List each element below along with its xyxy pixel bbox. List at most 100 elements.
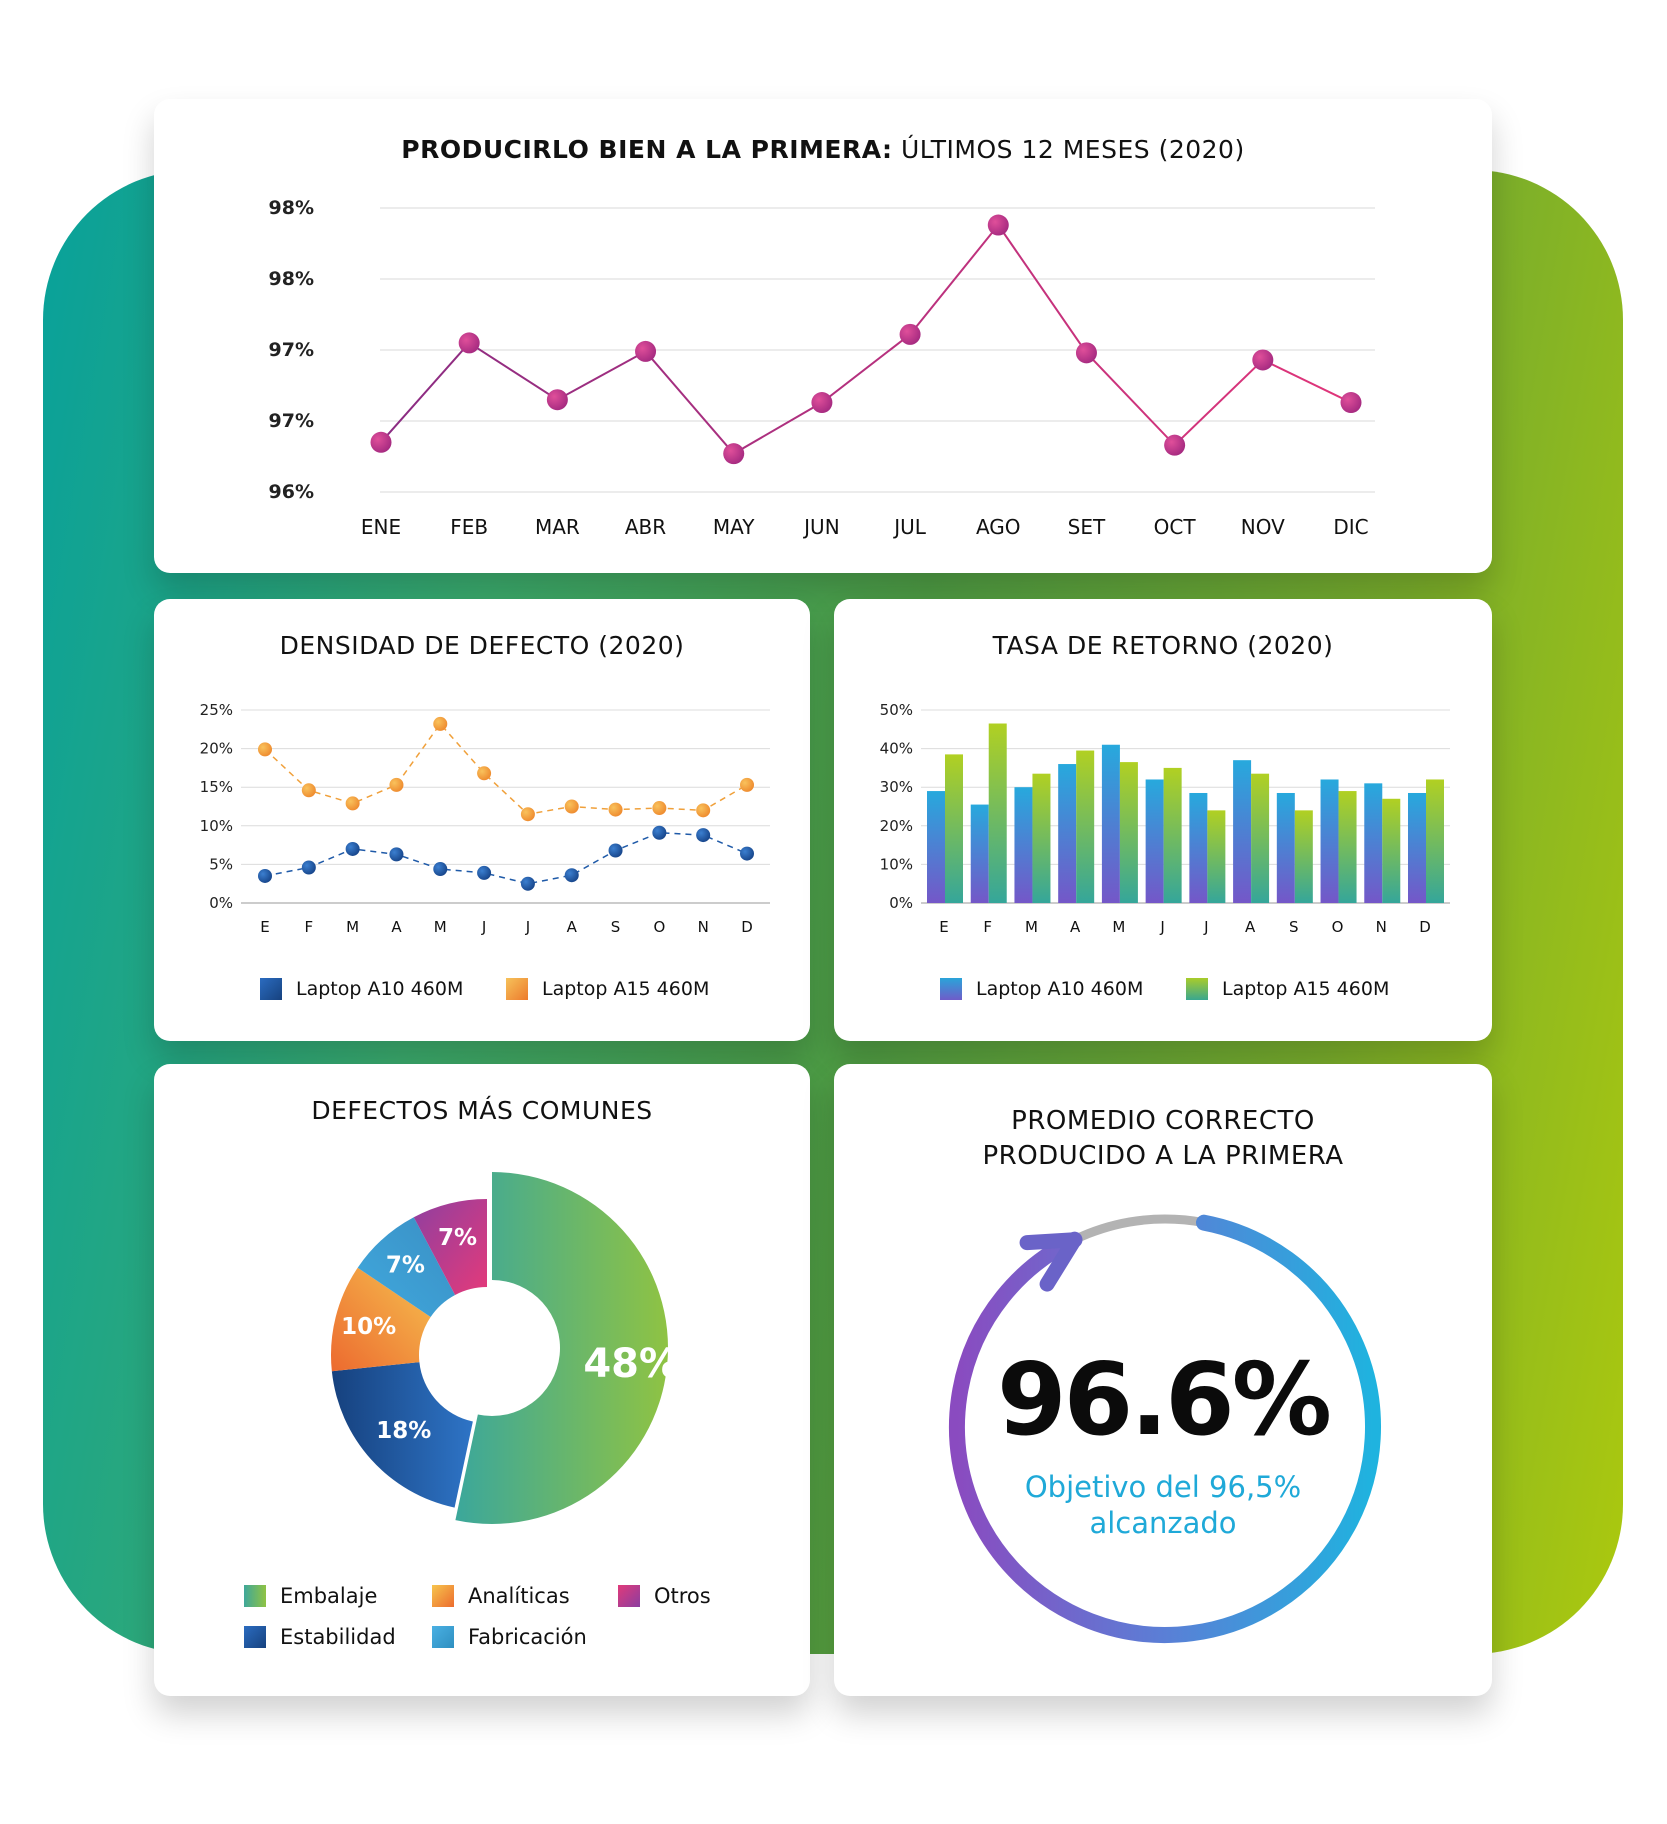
slice-estabilidad	[331, 1362, 473, 1508]
series-a10-point	[433, 862, 448, 877]
data-point	[546, 389, 568, 411]
bar-a15	[1076, 750, 1095, 903]
legend-swatch-embalaje	[244, 1585, 266, 1607]
data-point	[1075, 342, 1097, 364]
gauge-arrowhead	[1019, 1232, 1083, 1292]
legend-analiticas: Analíticas	[432, 1584, 570, 1608]
bar-a15	[1251, 773, 1270, 903]
x-tick-label: ENE	[361, 515, 401, 539]
bar-a10	[927, 791, 945, 903]
data-point	[899, 323, 921, 345]
gauge-progress	[949, 1214, 1381, 1643]
series-a10-point	[477, 865, 492, 880]
common-defects-donut: 48% 18% 10% 7% 7%	[331, 1172, 679, 1524]
x-tick-label: O	[1332, 918, 1344, 936]
data-point	[1340, 392, 1362, 414]
y-tick-label: 96%	[269, 481, 314, 503]
common-defects-title: DEFECTOS MÁS COMUNES	[311, 1096, 653, 1125]
legend-embalaje: Embalaje	[244, 1584, 377, 1608]
series-a10-line	[264, 831, 748, 885]
series-a15-point	[740, 777, 754, 792]
y-tick-label: 30%	[880, 778, 913, 796]
series-a10-point	[564, 868, 579, 883]
series-line	[380, 223, 1352, 455]
defect-density-card: DENSIDAD DE DEFECTO (2020) 0% 5% 10% 15% 20%…	[154, 599, 810, 1041]
bar-a15	[988, 723, 1007, 903]
series-a15-point	[520, 807, 535, 822]
series-a15-point	[301, 783, 316, 798]
data-point	[1164, 434, 1186, 456]
series-a10-point	[740, 846, 754, 861]
x-tick-label: O	[653, 918, 665, 936]
y-tick-label: 98%	[269, 268, 314, 290]
x-tick-label: F	[983, 918, 992, 936]
x-tick-label: J	[525, 918, 530, 936]
gauge-title-line2: PRODUCIDO A LA PRIMERA	[982, 1141, 1344, 1171]
y-tick-label: 10%	[880, 855, 913, 873]
bar-a15	[1382, 798, 1401, 903]
x-tick-label: A	[1070, 918, 1081, 936]
y-tick-label: 0%	[209, 894, 233, 912]
slice-otros	[413, 1199, 487, 1295]
y-tick-label: 98%	[269, 197, 314, 219]
x-tick-label: S	[1289, 918, 1299, 936]
bar-a10	[970, 804, 989, 903]
slice-fabricacion	[357, 1217, 456, 1317]
x-tick-label: N	[698, 918, 709, 936]
x-tick-label: MAY	[713, 515, 755, 539]
series-a10-point	[696, 828, 711, 843]
legend-fabricacion: Fabricación	[432, 1625, 587, 1649]
return-legend-a10: Laptop A10 460M	[940, 978, 1143, 1000]
series-a15-point	[477, 766, 492, 781]
bar-a15	[945, 754, 963, 903]
series-a15-point	[433, 716, 448, 731]
legend-swatch-a10	[940, 978, 962, 1000]
data-point	[723, 443, 745, 465]
data-point	[370, 431, 392, 453]
y-tick-label: 20%	[200, 740, 233, 758]
bar-a10	[1101, 744, 1120, 903]
density-legend-a15: Laptop A15 460M	[506, 978, 709, 1000]
series-a15-point	[564, 799, 579, 814]
series-a10-point	[520, 876, 535, 891]
series-a15-point	[608, 802, 623, 817]
density-legend-a10: Laptop A10 460M	[260, 978, 463, 1000]
bar-a10	[1408, 792, 1426, 903]
gauge-subtitle-line1: Objetivo del 96,5%	[1024, 1470, 1302, 1504]
y-tick-label: 50%	[880, 701, 913, 719]
y-tick-label: 97%	[269, 410, 314, 432]
y-tick-label: 25%	[200, 701, 233, 719]
legend-otros: Otros	[618, 1584, 711, 1608]
series-a10-point	[608, 843, 623, 858]
x-tick-label: FEB	[450, 515, 488, 539]
x-tick-label: N	[1376, 918, 1387, 936]
x-tick-label: ABR	[625, 515, 666, 539]
series-a15-point	[345, 796, 360, 811]
bar-a10	[1364, 783, 1383, 903]
x-tick-label: E	[939, 918, 948, 936]
legend-swatch-a15	[1186, 978, 1208, 1000]
x-tick-label: JUN	[802, 515, 840, 539]
gauge-subtitle-line2: alcanzado	[1089, 1506, 1237, 1540]
bar-a15	[1426, 779, 1444, 903]
data-point	[987, 214, 1009, 236]
x-tick-label: D	[1419, 918, 1431, 936]
y-tick-label: 20%	[880, 817, 913, 835]
bar-a10	[1189, 792, 1208, 903]
y-tick-label: 15%	[200, 778, 233, 796]
x-tick-label: NOV	[1241, 515, 1285, 539]
slice-label: 7%	[386, 1253, 425, 1279]
x-tick-label: M	[1112, 918, 1125, 936]
series-a15-line	[264, 722, 748, 816]
defect-density-title: DENSIDAD DE DEFECTO (2020)	[279, 631, 685, 660]
bar-a10	[1233, 760, 1252, 903]
bar-a10	[1058, 764, 1077, 903]
slice-label: 7%	[438, 1225, 477, 1251]
x-tick-label: F	[304, 918, 313, 936]
slice-embalaje	[455, 1172, 668, 1524]
line-chart: 98% 98% 97% 97% 96% ENE FEB MAR ABR MAY JUN JUL AGO S…	[269, 197, 1375, 539]
legend-swatch-analiticas	[432, 1585, 454, 1607]
series-a10-point	[345, 841, 360, 856]
legend-estabilidad: Estabilidad	[244, 1625, 396, 1649]
x-tick-label: M	[346, 918, 359, 936]
